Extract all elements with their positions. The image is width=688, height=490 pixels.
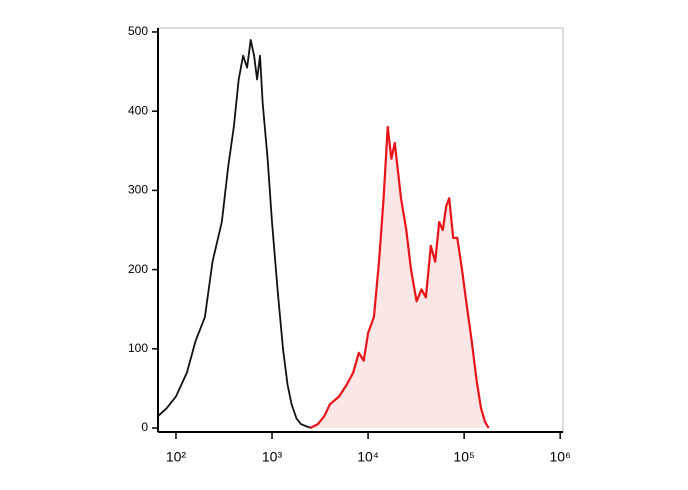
histogram-line — [157, 39, 313, 429]
y-tick-label: 400 — [128, 103, 148, 117]
x-tick-label: 10³ — [262, 449, 283, 465]
y-tick-label: 0 — [141, 420, 148, 434]
x-tick-label: 10² — [166, 449, 187, 465]
x-tick-label: 10⁶ — [550, 449, 571, 465]
y-tick-label: 100 — [128, 341, 148, 355]
y-tick-label: 300 — [128, 183, 148, 197]
x-tick-label: 10⁴ — [357, 449, 379, 465]
y-tick-label: 200 — [128, 262, 148, 276]
y-tick-label: 500 — [128, 24, 148, 38]
area-fill — [310, 127, 489, 429]
x-tick-label: 10⁵ — [453, 449, 474, 465]
histogram-line — [309, 125, 490, 429]
